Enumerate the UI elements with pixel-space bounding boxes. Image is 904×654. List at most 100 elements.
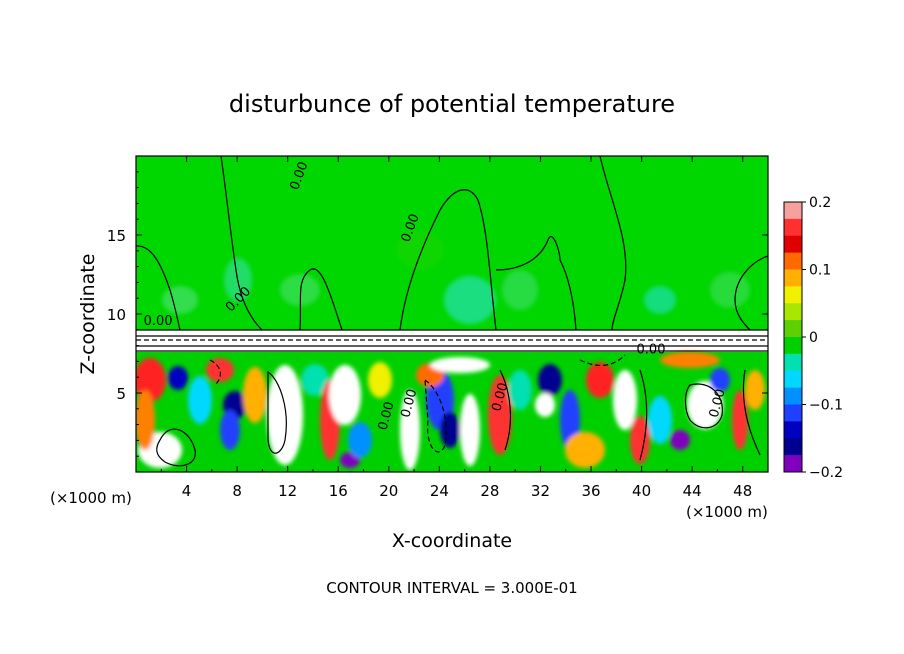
field-blob bbox=[368, 362, 392, 398]
contour-line bbox=[742, 369, 761, 456]
field-blob bbox=[440, 412, 460, 448]
contour-line bbox=[267, 370, 287, 454]
colorbar-swatch bbox=[784, 252, 802, 270]
contour-lines bbox=[136, 156, 768, 467]
field-blob bbox=[732, 390, 748, 450]
x-tick-label: 44 bbox=[683, 482, 702, 500]
colorbar-tick-label: 0.1 bbox=[809, 263, 831, 279]
chart-title: disturbunce of potential temperature bbox=[229, 90, 675, 118]
contour-line bbox=[495, 236, 577, 331]
contour-line bbox=[209, 359, 222, 386]
contour-label: 0.00 bbox=[489, 381, 511, 413]
colorbar-swatch bbox=[784, 404, 802, 422]
x-tick-label: 24 bbox=[430, 482, 449, 500]
plot-area: 0.000.000.000.000.000.00 0.00 0.00 0.00 bbox=[136, 156, 768, 472]
contour-line bbox=[499, 369, 512, 451]
field-blob bbox=[613, 370, 637, 430]
colorbar-swatch bbox=[784, 286, 802, 304]
colorbar-swatch bbox=[784, 438, 802, 456]
x-tick-label: 40 bbox=[632, 482, 651, 500]
contour-line bbox=[599, 156, 627, 331]
field-blob bbox=[488, 375, 512, 455]
field-blob bbox=[508, 370, 532, 410]
contour-label: 0.00 bbox=[144, 314, 173, 329]
field-blob bbox=[565, 432, 605, 468]
contour-line bbox=[424, 378, 447, 453]
field-blob bbox=[168, 366, 188, 390]
colorbar-swatch bbox=[784, 235, 802, 254]
colorbar-swatch bbox=[784, 303, 802, 321]
contour-line bbox=[220, 156, 263, 331]
contour-line bbox=[156, 428, 196, 467]
field-blob bbox=[535, 393, 555, 417]
field-blob bbox=[348, 422, 372, 458]
colorbar-tick-label: −0.1 bbox=[809, 398, 843, 414]
contour-line bbox=[734, 255, 768, 331]
y-tick-label: 10 bbox=[107, 306, 126, 324]
colorbar-swatch bbox=[784, 370, 802, 389]
colorbar-swatch bbox=[784, 269, 802, 287]
lower-layer-blobs bbox=[136, 352, 765, 470]
colorbar-swatch bbox=[784, 218, 802, 237]
colorbar-tick-label: −0.2 bbox=[809, 465, 843, 481]
x-tick-label: 48 bbox=[733, 482, 752, 500]
contour-interval-note: CONTOUR INTERVAL = 3.000E-01 bbox=[326, 579, 577, 597]
field-blob bbox=[687, 381, 723, 429]
y-axis-label: Z-coordinate bbox=[77, 254, 99, 375]
colorbar-tick-label: 0 bbox=[809, 330, 818, 346]
field-blob bbox=[136, 390, 155, 450]
field-blob bbox=[400, 390, 420, 470]
x-tick-label: 4 bbox=[182, 482, 192, 500]
field-blob bbox=[206, 358, 234, 382]
field-blob bbox=[538, 364, 562, 396]
contour-line bbox=[399, 189, 497, 331]
field-blob bbox=[586, 362, 614, 398]
colorbar-tick-label: 0.2 bbox=[809, 195, 831, 211]
field-blob bbox=[460, 394, 480, 466]
colorbar-swatch bbox=[784, 421, 802, 439]
field-blob bbox=[301, 364, 329, 396]
contour-label: 0.00 bbox=[707, 387, 729, 419]
contour-line bbox=[639, 369, 648, 461]
contour-label: 0.00 bbox=[398, 387, 420, 419]
x-tick-label: 16 bbox=[329, 482, 348, 500]
field-blob bbox=[710, 368, 730, 392]
contour-line bbox=[684, 383, 723, 429]
colorbar-swatch bbox=[784, 353, 802, 372]
field-blob bbox=[648, 396, 672, 444]
field-blob bbox=[243, 367, 267, 423]
contour-line bbox=[136, 245, 181, 331]
z-unit-label: (×1000 m) bbox=[50, 489, 132, 507]
x-tick-label: 12 bbox=[278, 482, 297, 500]
field-blob bbox=[220, 410, 240, 450]
contour-label: 0.00 bbox=[376, 400, 398, 432]
y-tick-label: 5 bbox=[116, 385, 126, 403]
field-blob bbox=[430, 357, 490, 373]
field-blob bbox=[267, 365, 303, 465]
x-tick-label: 28 bbox=[480, 482, 499, 500]
field-blob bbox=[745, 370, 765, 410]
colorbar-swatch bbox=[784, 320, 802, 338]
contour-line bbox=[579, 354, 626, 367]
x-axis: 4 8 12 16 20 24 28 32 36 40 44 48 bbox=[160, 156, 752, 500]
field-blob bbox=[660, 352, 720, 368]
colorbar-swatch bbox=[784, 387, 802, 405]
x-tick-label: 36 bbox=[581, 482, 600, 500]
field-blob bbox=[670, 430, 690, 450]
x-tick-label: 32 bbox=[531, 482, 550, 500]
colorbar-swatch bbox=[784, 202, 802, 220]
transition-band bbox=[136, 330, 768, 354]
x-unit-label: (×1000 m) bbox=[686, 503, 768, 521]
x-tick-label: 8 bbox=[232, 482, 242, 500]
y-axis: 5 10 15 bbox=[107, 171, 768, 457]
y-tick-label: 15 bbox=[107, 227, 126, 245]
colorbar-swatch bbox=[784, 455, 802, 473]
field-blob bbox=[329, 365, 361, 425]
field-blob bbox=[630, 416, 650, 464]
contour-line bbox=[299, 268, 343, 331]
contour-label: 0.00 bbox=[637, 343, 666, 358]
field-blob bbox=[188, 376, 212, 424]
x-axis-label: X-coordinate bbox=[392, 530, 512, 552]
x-tick-label: 20 bbox=[379, 482, 398, 500]
